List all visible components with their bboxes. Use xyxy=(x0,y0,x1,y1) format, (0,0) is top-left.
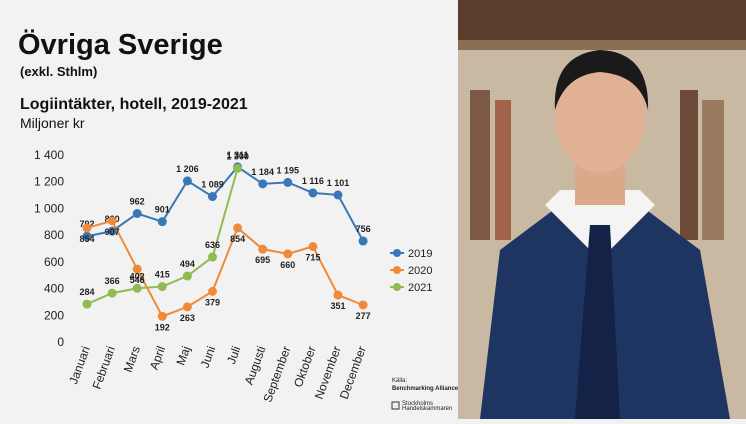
value-label: 907 xyxy=(105,227,120,237)
face xyxy=(555,57,645,173)
value-label: 636 xyxy=(205,240,220,250)
data-point xyxy=(157,282,167,292)
value-label: 1 311 xyxy=(227,150,249,160)
legend-label: 2020 xyxy=(408,265,432,277)
value-label: 366 xyxy=(105,276,120,286)
bookshelf xyxy=(458,0,746,40)
value-label: 756 xyxy=(356,224,371,234)
y-tick-label: 800 xyxy=(44,228,64,242)
data-point xyxy=(333,190,343,200)
book xyxy=(680,90,698,240)
data-point xyxy=(132,264,142,274)
slide-title: Övriga Sverige xyxy=(18,28,223,61)
value-label: 695 xyxy=(255,255,270,265)
y-tick-label: 1 200 xyxy=(34,175,64,189)
data-point xyxy=(132,283,142,293)
slide-subtitle: (exkl. Sthlm) xyxy=(20,64,97,79)
data-point xyxy=(82,231,92,241)
logo: Stockholms Handelskammaren xyxy=(391,401,452,412)
data-point xyxy=(107,226,117,236)
data-point xyxy=(208,286,217,296)
photo xyxy=(458,0,746,419)
value-label: 263 xyxy=(180,313,195,323)
data-point xyxy=(182,176,192,186)
y-tick-label: 600 xyxy=(44,255,64,269)
data-point xyxy=(208,252,217,262)
logo-text: Stockholms xyxy=(402,401,433,407)
data-point xyxy=(233,163,243,173)
value-label: 1 184 xyxy=(251,167,274,177)
value-label: 1 206 xyxy=(176,164,199,174)
data-point xyxy=(358,300,368,310)
value-label: 494 xyxy=(180,259,195,269)
value-label: 962 xyxy=(130,197,145,207)
data-point xyxy=(308,241,318,251)
data-point xyxy=(157,311,167,321)
slide-background xyxy=(0,0,458,419)
data-point xyxy=(258,244,268,254)
y-tick-label: 1 000 xyxy=(34,201,64,215)
value-label: 402 xyxy=(130,271,145,281)
data-point xyxy=(358,236,368,246)
value-label: 192 xyxy=(155,322,170,332)
data-point xyxy=(283,249,293,259)
hair xyxy=(554,50,649,110)
source: Benchmarking Alliance xyxy=(392,386,459,392)
data-point xyxy=(157,217,167,227)
series-line xyxy=(86,219,364,318)
logo-icon xyxy=(391,401,400,410)
value-label: 1 300 xyxy=(226,151,249,161)
data-point xyxy=(107,288,117,298)
chart-title: Logiintäkter, hotell, 2019-2021 xyxy=(20,96,248,113)
value-label: 277 xyxy=(356,311,371,321)
value-label: 901 xyxy=(155,205,170,215)
logo-text: Handelskammaren xyxy=(402,406,452,412)
data-point xyxy=(82,223,92,233)
legend-label: 2021 xyxy=(408,282,432,294)
data-point xyxy=(333,290,343,300)
book xyxy=(470,90,490,240)
value-label: 351 xyxy=(330,301,345,311)
source-label: Källa: xyxy=(392,378,407,384)
value-label: 1 101 xyxy=(327,178,350,188)
value-label: 415 xyxy=(155,270,170,280)
data-point xyxy=(182,271,192,281)
x-tick-label: Maj xyxy=(173,344,193,367)
data-point xyxy=(82,299,92,309)
value-label: 854 xyxy=(79,234,94,244)
value-label: 379 xyxy=(205,297,220,307)
y-tick-label: 200 xyxy=(44,308,64,322)
data-point xyxy=(233,223,243,233)
value-label: 854 xyxy=(230,234,245,244)
book xyxy=(495,100,511,240)
data-point xyxy=(208,192,217,202)
y-tick-label: 400 xyxy=(44,282,64,296)
x-tick-label: Juli xyxy=(224,344,243,366)
y-tick-label: 1 400 xyxy=(34,148,64,162)
value-label: 284 xyxy=(79,287,94,297)
legend-marker xyxy=(393,266,401,274)
data-point xyxy=(182,302,192,312)
shelf xyxy=(458,40,746,50)
data-point xyxy=(283,177,293,187)
y-axis-unit: Miljoner kr xyxy=(20,115,85,131)
value-label: 1 195 xyxy=(277,165,300,175)
value-label: 1 089 xyxy=(201,180,224,190)
book xyxy=(702,100,724,240)
data-point xyxy=(308,188,318,198)
legend-marker xyxy=(393,249,401,257)
value-label: 660 xyxy=(280,260,295,270)
legend-marker xyxy=(393,283,401,291)
value-label: 1 116 xyxy=(302,176,324,186)
data-point xyxy=(258,179,268,189)
value-label: 715 xyxy=(305,252,320,262)
value-label: 546 xyxy=(130,275,145,285)
data-point xyxy=(132,209,142,219)
legend-label: 2019 xyxy=(408,248,432,260)
tie xyxy=(575,225,620,419)
y-tick-label: 0 xyxy=(57,335,64,349)
data-point xyxy=(107,216,117,226)
